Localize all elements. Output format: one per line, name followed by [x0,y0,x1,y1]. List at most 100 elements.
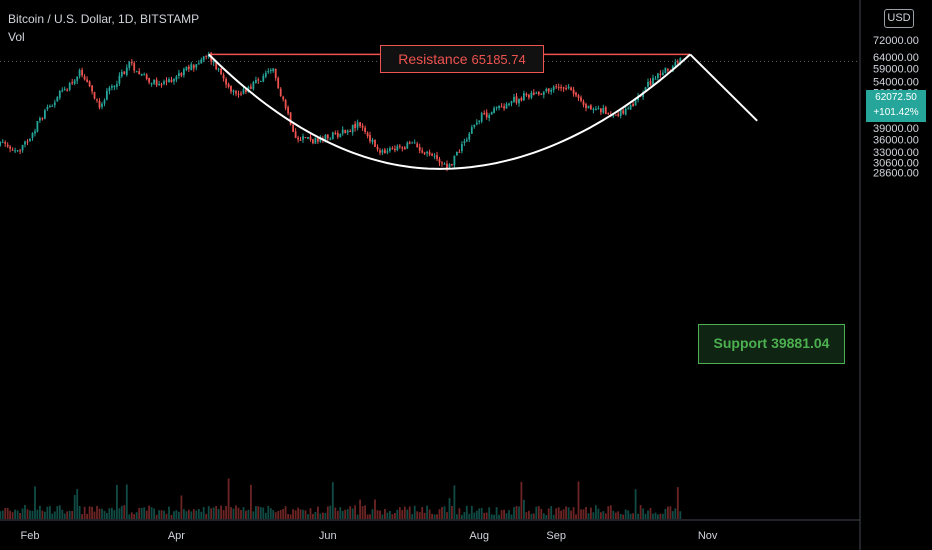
candle-body [331,132,334,140]
candle-body [351,124,354,133]
volume-bar [478,508,481,519]
candle-body [634,100,637,106]
volume-bar [346,509,349,519]
candle-body [662,72,664,76]
candle-body [391,148,394,150]
candle-body [547,88,550,92]
volume-indicator-label[interactable]: Vol [8,30,25,44]
candle-body [617,114,620,116]
candle-body [394,148,396,151]
candle-body [453,155,456,166]
price-tick-label: 72000.00 [873,35,919,47]
volume-bar [250,484,252,519]
volume-bar [587,513,590,519]
time-axis[interactable]: Feb Apr Jun Aug Sep Nov [21,530,718,542]
candle-body [448,164,451,168]
volume-bar [292,509,294,519]
volume-bar [197,509,200,519]
volume-bar [297,507,299,519]
candle-body [463,141,466,144]
volume-bar [647,510,649,519]
volume-bar [339,507,342,519]
resistance-label-box[interactable]: Resistance 65185.74 [380,45,544,73]
candle-body [495,107,498,109]
candle-body [582,101,585,105]
volume-bar [379,510,381,519]
volume-bar [215,506,218,519]
volume-bar [463,512,466,519]
candle-body [148,78,150,83]
candle-body [113,85,116,88]
volume-bar [662,513,664,519]
price-tick-label: 33000.00 [873,147,919,159]
projection-line[interactable] [689,53,758,122]
resistance-value: 65185.74 [471,52,526,67]
candle-body [664,67,667,73]
candle-body [205,55,208,57]
candle-body [339,133,342,138]
candle-body [602,108,605,113]
volume-bar [411,514,414,519]
candle-body [428,152,431,155]
candle-body [282,96,285,100]
currency-button[interactable]: USD [884,9,914,28]
candle-body [525,93,528,96]
volume-bar [652,513,654,519]
volume-bar [376,510,379,519]
volume-bar [557,507,560,519]
candle-body [493,108,495,113]
candle-body [269,70,272,71]
candle-body [235,91,237,94]
cup-curve[interactable] [208,53,691,170]
volume-bar [61,509,64,519]
candle-body [227,84,230,87]
volume-bar [619,513,622,519]
volume-bar [485,512,488,519]
volume-bar [341,511,344,519]
volume-bar [510,514,513,519]
candle-body [170,79,173,83]
volume-bar [284,506,287,519]
candle-body [302,136,304,140]
candle-body [31,133,34,138]
volume-bar [83,506,86,519]
volume-bar [41,510,44,519]
candle-body [197,63,200,65]
candle-body [418,147,421,151]
volume-bar [255,506,257,519]
candle-body [483,113,486,115]
volume-bar [252,511,255,519]
candle-body [63,89,66,90]
volume-bar [205,513,208,519]
volume-bar [225,506,227,519]
candle-body [314,137,317,144]
volume-bar [475,510,478,519]
volume-bar [120,505,123,519]
volume-bar [384,509,386,519]
candle-body [389,148,391,151]
volume-bar [36,509,39,519]
price-tick-label: 64000.00 [873,52,919,64]
volume-bar [600,512,602,519]
candle-body [183,69,185,76]
candle-body [212,61,215,63]
candle-body [39,118,41,121]
candle-body [250,86,252,89]
volume-bar [207,506,210,519]
candle-body [11,149,14,151]
volume-bar [386,512,389,519]
candle-body [257,79,260,81]
candle-body [116,84,118,87]
volume-bar [344,509,347,519]
volume-bar [56,506,59,519]
support-label-box[interactable]: Support 39881.04 [698,324,845,364]
volume-bar [267,505,270,519]
time-tick-label: Nov [698,530,718,542]
volume-bar [580,509,582,519]
volume-bar [168,506,170,519]
volume-bar [86,513,88,519]
candle-body [590,105,592,110]
candle-body [595,109,597,110]
